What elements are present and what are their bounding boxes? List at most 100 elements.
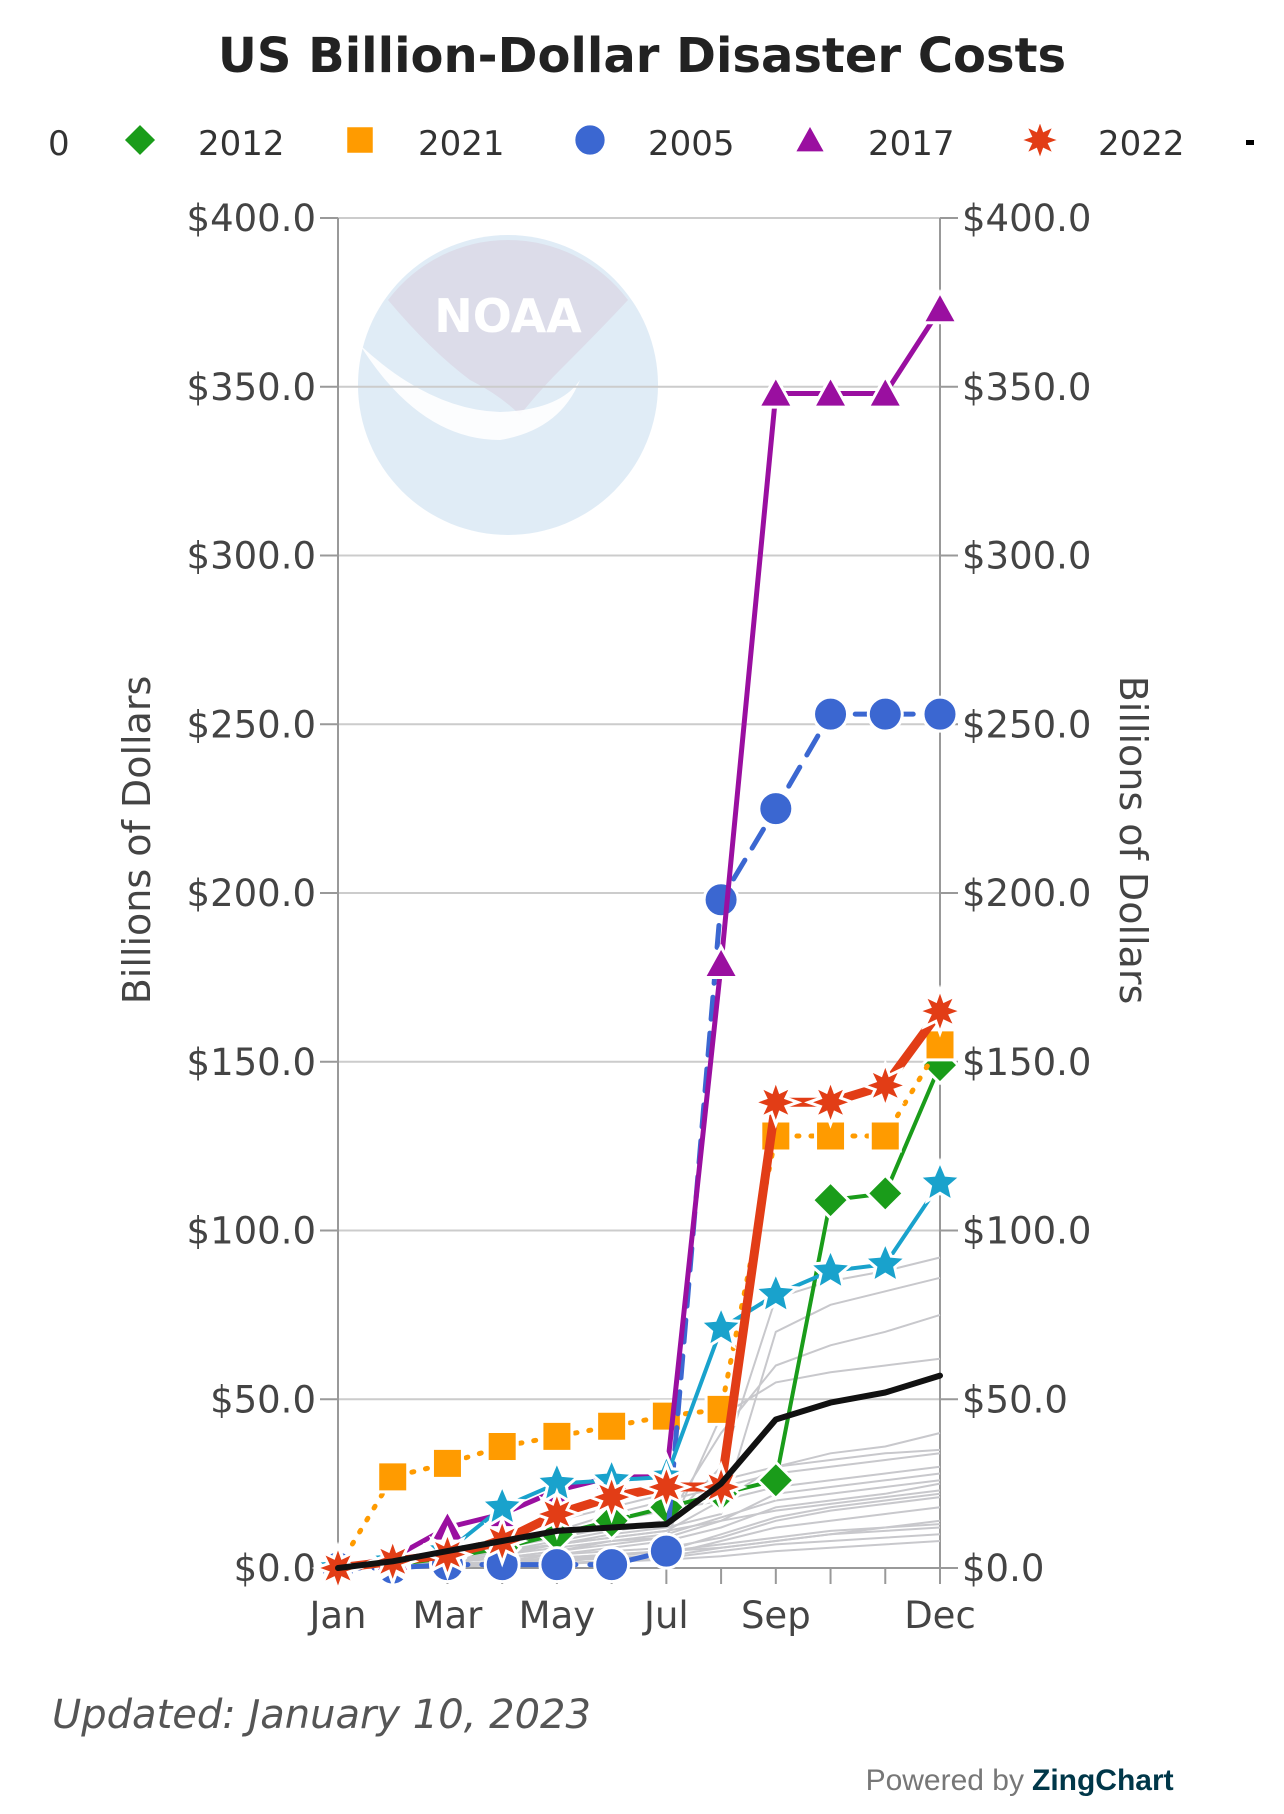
noaa-logo: NOAA xyxy=(358,235,658,535)
series-2005 xyxy=(319,695,959,1587)
data-point xyxy=(647,1532,685,1570)
y-tick-label-left: $0.0 xyxy=(234,1547,316,1590)
legend-label: 2012 xyxy=(198,124,285,164)
y-tick-label-right: $100.0 xyxy=(962,1210,1091,1253)
legend-label: 2022 xyxy=(1098,124,1185,164)
data-point xyxy=(755,1460,796,1501)
y-tick-label-left: $150.0 xyxy=(187,1041,316,1084)
data-point xyxy=(810,373,851,409)
data-point xyxy=(595,1409,629,1443)
axes: Jan Mar May Jul Sep Dec xyxy=(307,218,976,1637)
y-tick-label-right: $0.0 xyxy=(962,1547,1044,1590)
series-star5 xyxy=(313,1157,965,1589)
data-point xyxy=(696,1302,746,1350)
legend-label: 2021 xyxy=(418,124,505,164)
powered-by[interactable]: Powered by ZingChart xyxy=(866,1764,1174,1797)
y-tick-label-right: $250.0 xyxy=(962,703,1091,746)
y-tick-label-left: $300.0 xyxy=(187,535,316,578)
data-point xyxy=(530,1487,584,1541)
series-group xyxy=(311,289,967,1595)
data-point xyxy=(804,1075,857,1129)
data-point xyxy=(810,1180,851,1221)
data-point xyxy=(701,943,741,979)
series-line xyxy=(335,711,943,1571)
data-point xyxy=(860,1238,910,1286)
y-tick-label-left: $250.0 xyxy=(187,703,316,746)
data-point xyxy=(921,695,959,733)
data-point xyxy=(485,1430,519,1463)
legend-item: 2005 xyxy=(572,122,735,164)
data-point xyxy=(376,1460,410,1494)
data-point xyxy=(430,1446,464,1480)
y-tick-label-right: $200.0 xyxy=(962,872,1091,915)
data-point xyxy=(865,373,905,409)
x-tick-label: Sep xyxy=(741,1594,811,1637)
y-tick-label-right: $400.0 xyxy=(962,197,1091,240)
y-tick-label-right: $150.0 xyxy=(962,1041,1091,1084)
y-tick-label-left: $50.0 xyxy=(210,1378,316,1421)
data-point xyxy=(812,695,850,733)
legend-label: 2017 xyxy=(868,124,955,164)
y-tick-label-left: $100.0 xyxy=(187,1210,316,1253)
data-point xyxy=(702,881,740,919)
legend-item: 0 xyxy=(48,124,70,164)
data-point xyxy=(913,984,967,1038)
x-tick-label: Dec xyxy=(904,1594,976,1637)
data-point xyxy=(920,289,960,325)
y-tick-label-left: $400.0 xyxy=(187,197,316,240)
series-2012 xyxy=(317,1045,961,1589)
background-series xyxy=(337,1256,941,1569)
y-tick-label-left: $200.0 xyxy=(187,872,316,915)
legend-marker xyxy=(120,120,160,160)
chart-title: US Billion-Dollar Disaster Costs xyxy=(218,28,1066,84)
x-tick-label: Mar xyxy=(413,1594,484,1637)
legend-item: 2012 xyxy=(120,120,285,164)
powered-by-brand[interactable]: ZingChart xyxy=(1032,1764,1174,1797)
data-point xyxy=(749,1075,803,1129)
legend-dash xyxy=(1246,140,1254,145)
legend-label: 2005 xyxy=(648,124,735,164)
x-tick-label: Jan xyxy=(307,1594,366,1637)
legend-marker xyxy=(1014,114,1066,166)
y-tick-label-right: $350.0 xyxy=(962,366,1091,409)
legend-item: 2021 xyxy=(344,124,505,164)
data-point xyxy=(540,1419,574,1453)
series-line xyxy=(335,1372,943,1571)
data-point xyxy=(593,1546,631,1584)
data-point xyxy=(639,1460,693,1514)
data-point xyxy=(751,1268,801,1316)
watermark-text: NOAA xyxy=(434,289,582,343)
data-point xyxy=(865,1173,906,1214)
y-tick-label-right: $300.0 xyxy=(962,535,1091,578)
legend-item xyxy=(1246,140,1254,145)
x-tick-label: Jul xyxy=(642,1594,689,1637)
legend-marker xyxy=(572,122,608,158)
y-tick-label-right: $50.0 xyxy=(962,1378,1068,1421)
legend-item: 2017 xyxy=(791,120,955,164)
data-point xyxy=(866,695,904,733)
legend-marker xyxy=(344,124,376,156)
powered-by-prefix: Powered by xyxy=(866,1764,1024,1797)
legend: 0 2012 2021 2005 2017 2022 xyxy=(48,114,1254,166)
x-tick-label: May xyxy=(519,1594,596,1637)
data-point xyxy=(585,1470,639,1524)
series-none xyxy=(335,1372,943,1571)
y-axis-title-left: Billions of Dollars xyxy=(115,676,159,1005)
data-point xyxy=(756,373,796,409)
legend-label: 0 xyxy=(48,124,70,164)
grid: $0.0 $0.0 $50.0 $50.0 $100.0 $100.0 $150.0 $150… xyxy=(187,197,1092,1590)
background-line xyxy=(337,1256,941,1569)
series-line xyxy=(336,1181,942,1570)
data-point xyxy=(805,1245,856,1292)
legend-item: 2022 xyxy=(1014,114,1185,166)
y-tick-label-left: $350.0 xyxy=(187,366,316,409)
legend-marker xyxy=(791,120,829,155)
updated-note: Updated: January 10, 2023 xyxy=(52,1692,591,1738)
y-axis-title-right: Billions of Dollars xyxy=(1111,676,1155,1005)
data-point xyxy=(868,1119,902,1153)
data-point xyxy=(915,1157,965,1205)
data-point xyxy=(757,790,795,828)
data-point xyxy=(538,1546,576,1584)
data-point xyxy=(858,1058,912,1112)
